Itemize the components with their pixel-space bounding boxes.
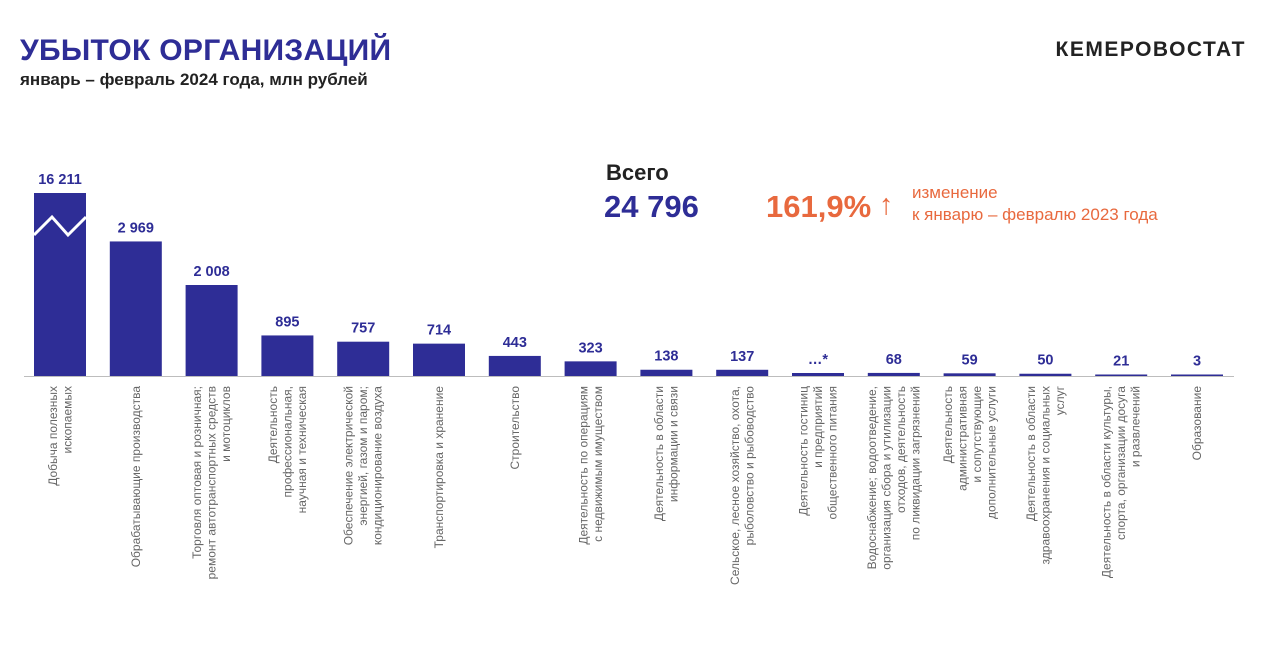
category-label-13: Деятельность в области здравоохранения и …: [1024, 385, 1067, 564]
category-label-line: Деятельность гостиниц: [797, 386, 811, 516]
category-label-4: Обеспечение электрической энергией, газом…: [342, 386, 385, 546]
category-label-line: услуг: [1053, 385, 1067, 415]
category-label-5: Транспортировка и хранение: [432, 386, 446, 549]
category-label-line: Обрабатывающие производства: [129, 386, 143, 568]
value-label-11: 68: [886, 352, 902, 368]
category-label-9: Сельское, лесное хозяйство, охота, рыболо…: [728, 386, 757, 585]
category-label-line: Водоснабжение; водоотведение,: [865, 386, 879, 569]
category-label-line: научная и техническая: [295, 386, 309, 513]
axis-break-mark: [32, 214, 88, 238]
bar-2: [185, 285, 238, 376]
change-value: 161,9%: [766, 189, 872, 224]
bar-0: [34, 193, 86, 376]
category-label-line: с недвижимым имуществом: [591, 386, 605, 542]
category-label-1: Обрабатывающие производства: [129, 386, 143, 568]
bar-12: [943, 373, 996, 376]
bar-4: [337, 341, 390, 376]
value-label-1: 2 969: [118, 220, 154, 236]
bar-8: [640, 369, 693, 376]
category-label-line: Обеспечение электрической: [342, 386, 356, 545]
category-label-line: ремонт автотранспортных средств: [205, 386, 219, 579]
category-label-line: Торговля оптовая и розничная;: [190, 386, 204, 559]
bar-7: [564, 361, 617, 376]
category-label-line: спорта, организации досуга: [1114, 386, 1128, 540]
bar-10: [792, 373, 844, 376]
category-label-line: кондиционирование воздуха: [371, 386, 385, 545]
bar-9: [716, 369, 769, 376]
category-label-14: Деятельность в области культуры, спорта, …: [1100, 386, 1143, 578]
category-label-line: ископаемых: [60, 386, 74, 453]
category-label-line: общественного питания: [826, 386, 840, 519]
bar-11: [867, 372, 920, 376]
category-label-line: Добыча полезных: [46, 386, 60, 486]
bar-15: [1171, 374, 1223, 376]
total-value: 24 796: [604, 189, 699, 224]
value-label-4: 757: [351, 321, 375, 337]
category-label-line: Строительство: [508, 386, 522, 470]
value-label-15: 3: [1193, 354, 1201, 370]
category-label-line: и предприятий: [811, 386, 825, 468]
category-label-6: Строительство: [508, 386, 522, 470]
category-label-line: рыболовство и рыбоводство: [742, 386, 756, 546]
value-label-3: 895: [275, 314, 299, 330]
value-label-13: 50: [1037, 353, 1053, 369]
value-label-6: 443: [503, 335, 527, 351]
category-label-12: Деятельность административная и сопутствую…: [941, 386, 999, 519]
category-label-line: Деятельность по операциям: [576, 386, 590, 545]
category-label-2: Торговля оптовая и розничная; ремонт авто…: [190, 386, 233, 579]
category-label-0: Добыча полезных ископаемых: [46, 386, 75, 486]
category-label-line: Деятельность в области: [652, 386, 666, 521]
value-label-2: 2 008: [193, 264, 229, 280]
bar-13: [1019, 373, 1072, 376]
bar-1: [109, 241, 162, 376]
change-description-line2: к январю – февралю 2023 года: [912, 205, 1158, 224]
category-label-line: отходов, деятельность: [894, 386, 908, 513]
category-label-line: Деятельность: [941, 386, 955, 463]
value-label-7: 323: [578, 340, 602, 356]
change-description-line1: изменение: [912, 183, 998, 202]
page-subtitle: январь – февраль 2024 года, млн рублей: [20, 70, 368, 89]
category-label-line: по ликвидации загрязнений: [909, 386, 923, 540]
kemerovostat-logo: КЕМЕРОВОСТАТ: [1055, 38, 1246, 61]
bar-3: [261, 335, 314, 376]
category-label-7: Деятельность по операциям с недвижимым им…: [576, 386, 605, 545]
category-label-11: Водоснабжение; водоотведение, организация…: [865, 386, 923, 570]
category-label-10: Деятельность гостиниц и предприятий общест…: [797, 386, 840, 520]
value-label-12: 59: [962, 352, 978, 368]
category-label-line: Транспортировка и хранение: [432, 386, 446, 549]
category-label-line: энергией, газом и паром;: [356, 386, 370, 526]
value-label-9: 137: [730, 349, 754, 365]
bar-5: [413, 343, 465, 376]
category-label-3: Деятельность профессиональная, научная и т…: [266, 386, 309, 513]
value-label-14: 21: [1113, 354, 1129, 370]
value-label-8: 138: [654, 349, 678, 365]
page-title: УБЫТОК ОРГАНИЗАЦИЙ: [20, 34, 392, 67]
category-label-line: профессиональная,: [280, 386, 294, 497]
category-label-line: Деятельность: [266, 386, 280, 463]
bar-14: [1095, 374, 1148, 376]
category-label-line: организация сбора и утилизации: [880, 386, 894, 570]
category-label-15: Образование: [1190, 386, 1204, 461]
category-label-line: и сопутствующие: [970, 386, 984, 483]
change-description: изменение к январю – февралю 2023 года: [912, 182, 1158, 226]
value-label-5: 714: [427, 323, 451, 339]
category-label-line: административная: [955, 386, 969, 491]
category-label-line: Деятельность в области: [1024, 386, 1038, 521]
value-label-10: …*: [808, 352, 829, 368]
category-label-line: Деятельность в области культуры,: [1100, 386, 1114, 578]
value-label-0: 16 211: [38, 172, 82, 188]
category-label-line: дополнительные услуги: [984, 386, 998, 519]
bar-6: [488, 355, 541, 376]
category-label-line: и развлечений: [1129, 386, 1143, 467]
category-label-line: и мотоциклов: [219, 386, 233, 462]
category-label-8: Деятельность в области информации и связи: [652, 386, 681, 521]
total-label: Всего: [606, 160, 669, 185]
up-arrow-icon: ↑: [879, 189, 894, 221]
category-label-line: Сельское, лесное хозяйство, охота,: [728, 386, 742, 585]
category-label-line: Образование: [1190, 386, 1204, 461]
category-label-line: здравоохранения и социальных: [1038, 386, 1052, 564]
category-label-line: информации и связи: [667, 386, 681, 502]
